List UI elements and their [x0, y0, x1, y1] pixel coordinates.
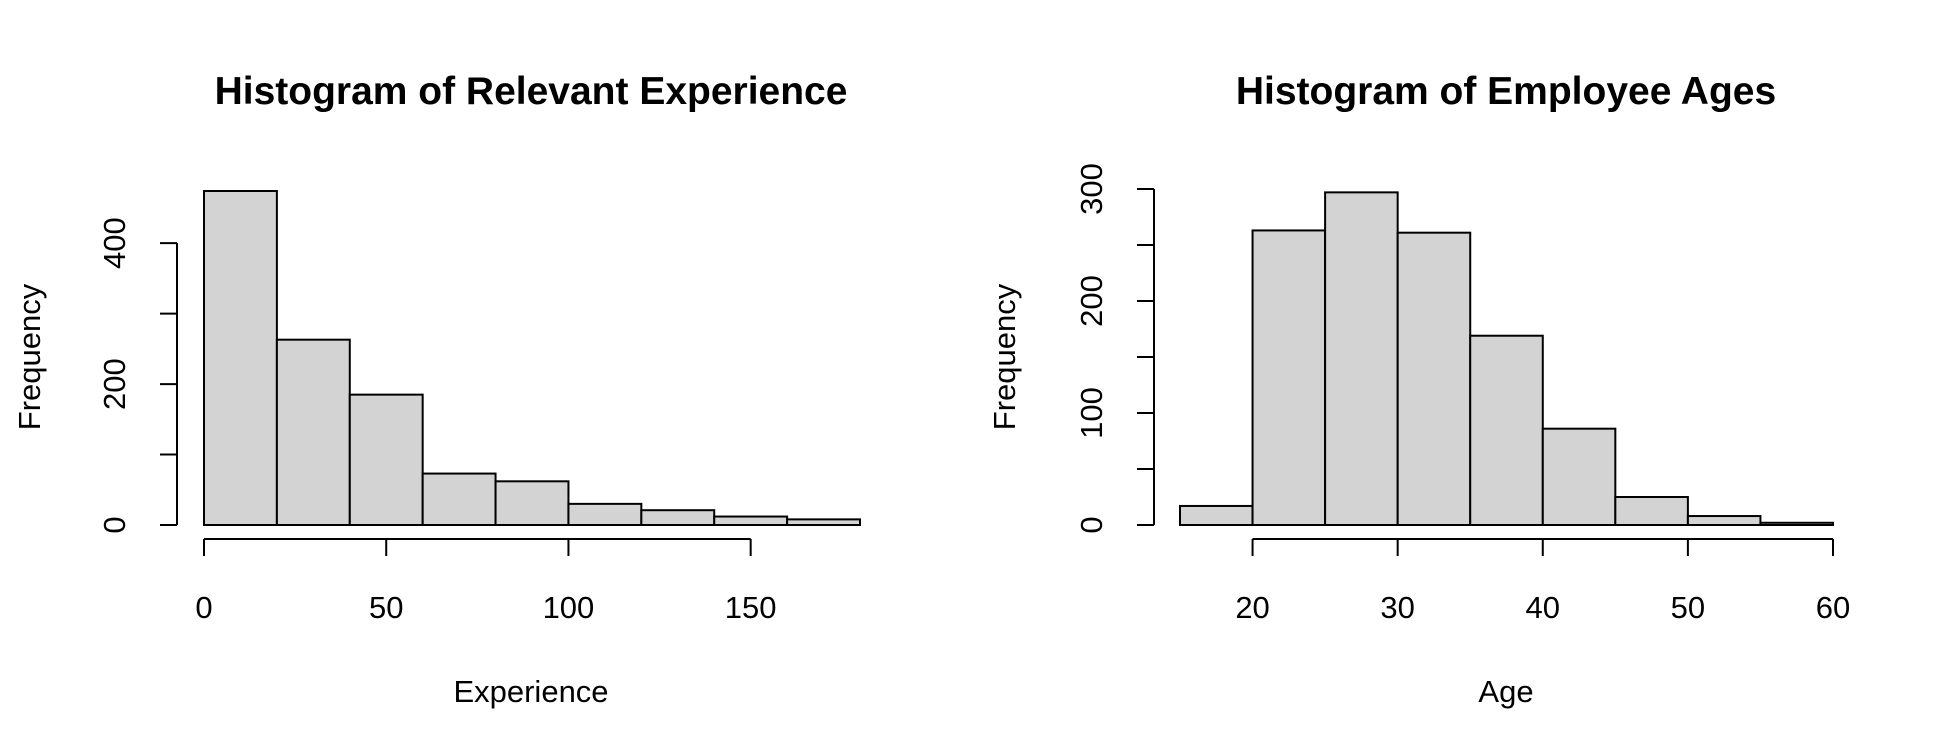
- histogram-bar: [348, 393, 424, 526]
- y-tick-label: 300: [1074, 163, 1109, 215]
- x-tick-label: 40: [1526, 590, 1560, 625]
- x-tick-label: 100: [543, 590, 595, 625]
- y-tick-label: 0: [1074, 516, 1109, 533]
- x-tick-label: 150: [725, 590, 777, 625]
- histogram-bar: [1686, 515, 1762, 526]
- x-tick-label: 30: [1380, 590, 1414, 625]
- experience-histogram: Histogram of Relevant Experience Experie…: [12, 70, 861, 709]
- histogram-bar: [786, 518, 861, 526]
- x-axis-label: Age: [1478, 674, 1533, 709]
- x-tick-label: 50: [369, 590, 403, 625]
- histogram-bar: [1759, 521, 1835, 527]
- age-histogram: Histogram of Employee Ages Age Frequency…: [987, 70, 1850, 709]
- x-tick-label: 60: [1816, 590, 1850, 625]
- bars: [1179, 191, 1835, 527]
- x-tick-label: 20: [1235, 590, 1269, 625]
- x-axis-label: Experience: [453, 674, 608, 709]
- histogram-bar: [1469, 334, 1544, 526]
- histogram-bar: [1614, 496, 1689, 526]
- y-tick-label: 200: [1074, 275, 1109, 327]
- histogram-bar: [713, 515, 789, 527]
- x-axis: 20 30 40 50 60: [1235, 538, 1850, 625]
- x-tick-label: 50: [1671, 590, 1705, 625]
- y-axis-label: Frequency: [12, 283, 47, 430]
- histogram-bar: [421, 472, 497, 527]
- histogram-bar: [1541, 427, 1617, 526]
- histogram-bar: [1251, 229, 1327, 526]
- x-tick-label: 0: [195, 590, 212, 625]
- x-axis: 0 50 100 150: [195, 538, 777, 625]
- y-axis-label: Frequency: [987, 283, 1022, 430]
- histogram-bar: [640, 509, 716, 527]
- chart-title: Histogram of Employee Ages: [1236, 70, 1776, 113]
- histogram-bar: [494, 480, 570, 526]
- y-tick-label: 400: [97, 217, 132, 269]
- y-tick-label: 100: [1074, 387, 1109, 439]
- y-axis: 0 100 200 300: [1074, 163, 1155, 534]
- y-axis: 0 200 400: [97, 217, 178, 534]
- chart-title: Histogram of Relevant Experience: [215, 70, 848, 113]
- y-tick-label: 0: [97, 516, 132, 533]
- histogram-bar: [1179, 504, 1254, 526]
- bars: [203, 190, 861, 527]
- histogram-bar: [203, 190, 278, 526]
- histogram-bar: [275, 338, 351, 526]
- histogram-bar: [1396, 231, 1472, 526]
- histogram-bar: [567, 502, 643, 526]
- histogram-bar: [1324, 191, 1399, 527]
- y-tick-label: 200: [97, 358, 132, 410]
